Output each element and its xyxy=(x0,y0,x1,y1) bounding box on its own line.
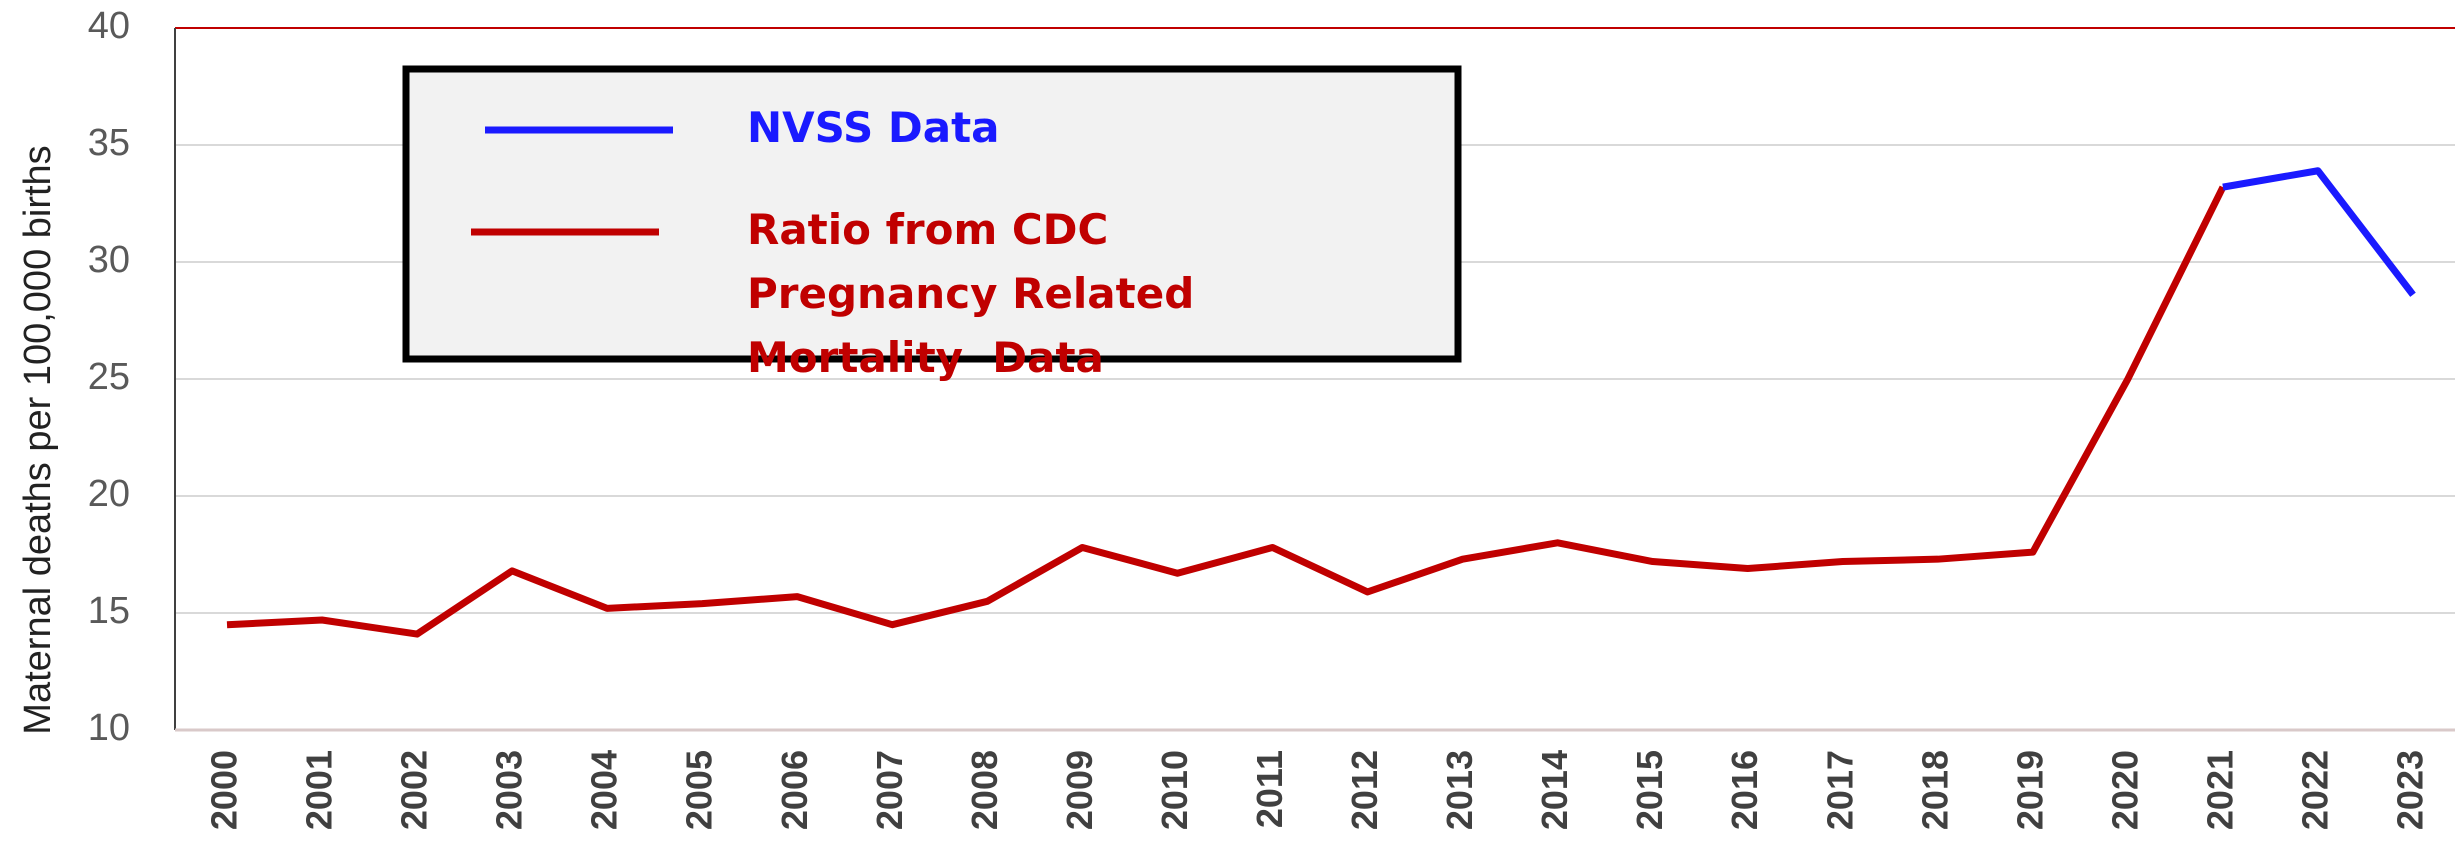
series-line xyxy=(2222,167,2416,297)
x-tick-label: 2003 xyxy=(489,750,530,830)
x-tick-label: 2019 xyxy=(2009,750,2050,830)
x-tick-label: 2007 xyxy=(869,750,910,830)
x-tick-label: 2010 xyxy=(1154,750,1195,830)
x-tick-label: 2011 xyxy=(1249,750,1290,828)
x-tick-label: 2001 xyxy=(299,750,340,830)
y-tick-label: 35 xyxy=(88,122,130,164)
x-tick-label: 2009 xyxy=(1059,750,1100,830)
x-tick-label: 2016 xyxy=(1724,750,1765,830)
legend-box xyxy=(402,65,1462,363)
x-tick-label: 2008 xyxy=(964,750,1005,830)
y-tick-label: 10 xyxy=(88,707,130,749)
y-tick-label: 30 xyxy=(88,239,130,281)
y-tick-label: 25 xyxy=(88,356,130,398)
x-tick-label: 2020 xyxy=(2104,750,2145,830)
y-tick-label: 20 xyxy=(88,473,130,515)
x-tick-label: 2004 xyxy=(584,750,625,830)
legend-label: NVSS Data xyxy=(747,103,1000,152)
y-axis-label: Maternal deaths per 100,000 births xyxy=(17,145,59,734)
x-tick-label: 2005 xyxy=(679,750,720,830)
series-line xyxy=(226,185,2227,638)
x-tick-label: 2023 xyxy=(2390,750,2431,830)
x-tick-label: 2012 xyxy=(1344,750,1385,830)
x-tick-label: 2015 xyxy=(1629,750,1670,830)
legend-label: Ratio from CDC Pregnancy Related Mortali… xyxy=(747,205,1209,382)
x-tick-label: 2002 xyxy=(394,750,435,830)
y-tick-label: 40 xyxy=(88,5,130,47)
x-tick-label: 2018 xyxy=(1914,750,1955,830)
x-tick-label: 2000 xyxy=(204,750,245,830)
x-tick-label: 2022 xyxy=(2294,750,2335,830)
y-tick-label: 15 xyxy=(88,590,130,632)
x-tick-label: 2014 xyxy=(1534,750,1575,830)
x-tick-label: 2021 xyxy=(2199,750,2240,830)
x-tick-label: 2017 xyxy=(1819,750,1860,830)
x-tick-label: 2006 xyxy=(774,750,815,830)
x-tick-label: 2013 xyxy=(1439,750,1480,830)
